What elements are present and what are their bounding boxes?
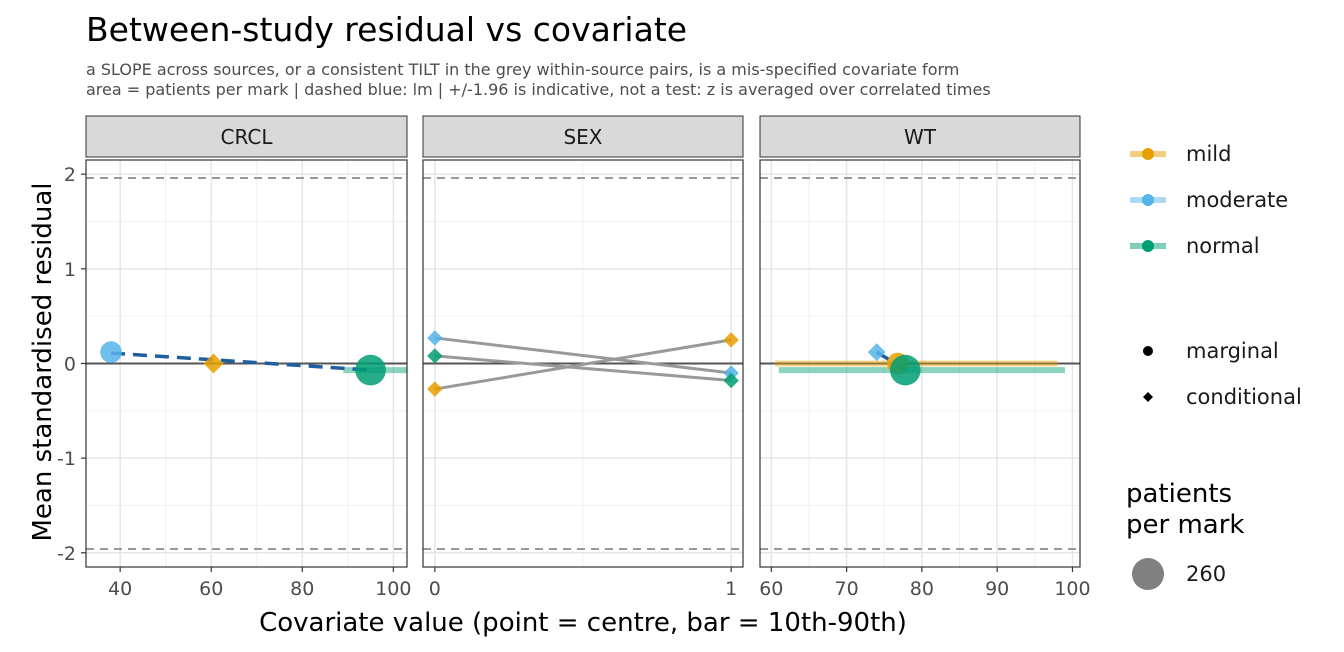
y-tick-label: 0 — [64, 354, 76, 376]
panel-sex: SEX 0 1 — [422, 115, 744, 600]
x-tick-label: 40 — [108, 578, 132, 600]
data-point-normal-marginal — [889, 354, 921, 386]
data-point-mild-conditional — [723, 332, 739, 348]
x-tick-label: 70 — [834, 578, 858, 600]
legend-shape-marginal — [1143, 346, 1153, 356]
x-tick-label: 90 — [985, 578, 1009, 600]
legend-label-moderate: moderate — [1186, 188, 1288, 212]
legend-label-conditional: conditional — [1186, 385, 1302, 409]
legend-label-marginal: marginal — [1186, 339, 1279, 363]
panel-border-wt — [759, 159, 1081, 568]
pair-line-moderate — [434, 336, 732, 375]
panel-strip-label-wt: WT — [904, 125, 937, 149]
legend: mild moderate normal marginal conditional pat… — [1126, 142, 1302, 590]
legend-swatch-point-normal — [1142, 240, 1154, 252]
panel-strip-sex — [422, 115, 744, 158]
data-point-mild-conditional — [203, 353, 224, 374]
x-tick-label: 100 — [1054, 578, 1090, 600]
x-tick-label: 80 — [910, 578, 934, 600]
data-point-moderate-conditional — [867, 343, 886, 362]
legend-swatch-point-mild — [1142, 148, 1154, 160]
panel-strip-crcl — [85, 115, 408, 158]
chart-subtitle-line-1: a SLOPE across sources, or a consistent … — [86, 60, 959, 79]
panel-wt: WT 60 70 80 90 100 — [759, 115, 1091, 600]
x-tick-label: 60 — [759, 578, 783, 600]
y-tick-label: 2 — [64, 164, 76, 186]
panel-strip-label-crcl: CRCL — [221, 125, 274, 149]
x-axis-label: Covariate value (point = centre, bar = 1… — [259, 608, 907, 638]
data-point-moderate-marginal — [100, 341, 122, 363]
legend-size-title: per mark — [1126, 510, 1244, 540]
pair-line-normal — [434, 354, 732, 383]
legend-label-mild: mild — [1186, 142, 1231, 166]
x-tick-label: 1 — [725, 578, 737, 600]
panel-strip-wt — [759, 115, 1081, 158]
panel-border-sex — [422, 159, 744, 568]
data-point-moderate-conditional — [427, 330, 443, 346]
x-tick-label: 80 — [290, 578, 314, 600]
legend-size-value: 260 — [1186, 562, 1226, 586]
pair-line-mild — [434, 338, 732, 391]
data-point-normal-conditional — [723, 372, 739, 389]
legend-size-swatch — [1132, 558, 1164, 590]
panel-strip-label-sex: SEX — [563, 125, 602, 149]
x-tick-label: 0 — [429, 578, 441, 600]
data-point-normal-conditional — [427, 348, 443, 364]
chart-subtitle-line-2: area = patients per mark | dashed blue: … — [86, 80, 991, 99]
x-tick-label: 60 — [199, 578, 223, 600]
panel-crcl: CRCL 40 60 80 100 2 1 0 -1 -2 — [57, 115, 411, 600]
x-tick-label: 100 — [375, 578, 411, 600]
legend-shape-conditional — [1143, 392, 1153, 402]
y-tick-label: -1 — [57, 448, 76, 470]
panels-layer: CRCL 40 60 80 100 2 1 0 -1 -2 SEX 0 1 WT 60 70 80 90 100 — [57, 115, 1091, 600]
y-tick-label: -2 — [57, 543, 76, 565]
legend-label-normal: normal — [1186, 234, 1260, 258]
chart-title: Between-study residual vs covariate — [86, 10, 687, 49]
legend-size-title: patients — [1126, 479, 1232, 509]
data-point-mild-conditional — [427, 381, 443, 397]
y-tick-label: 1 — [64, 259, 76, 281]
data-point-normal-marginal — [355, 354, 386, 386]
legend-swatch-point-moderate — [1142, 194, 1154, 206]
y-axis-label: Mean standardised residual — [28, 183, 58, 542]
